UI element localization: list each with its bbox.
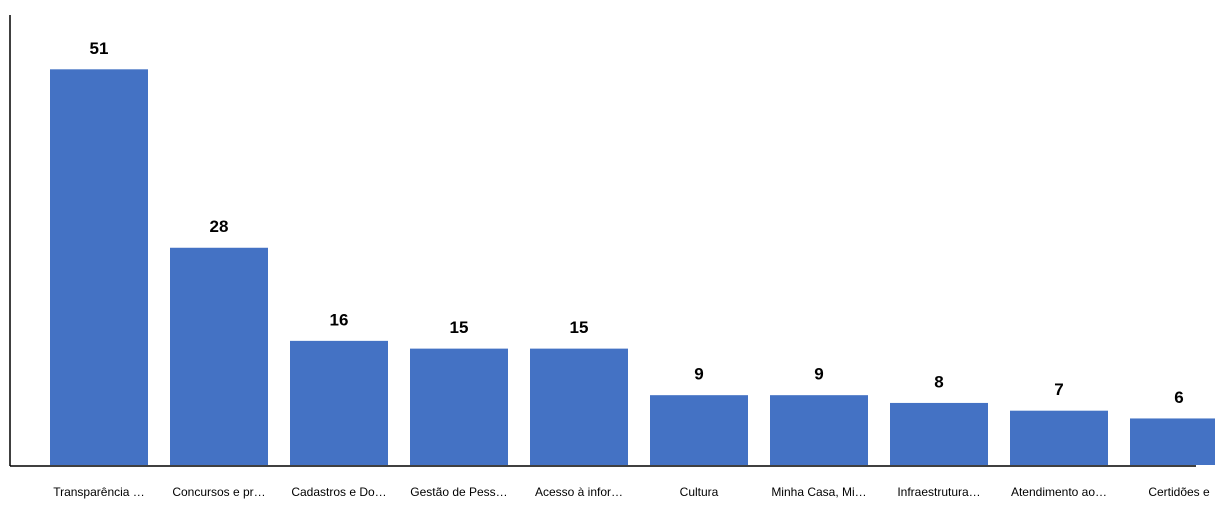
x-tick-label: Cadastros e Do… [291, 485, 386, 499]
bar [1130, 418, 1215, 465]
bar [650, 395, 748, 465]
x-tick-label: Infraestrutura… [897, 485, 980, 499]
x-tick-label: Transparência … [53, 485, 145, 499]
x-tick-label: Cultura [680, 485, 719, 499]
bar [410, 349, 508, 465]
bar [530, 349, 628, 465]
value-label: 28 [210, 217, 229, 236]
x-tick-label: Acesso à infor… [535, 485, 623, 499]
x-tick-label: Concursos e pr… [172, 485, 265, 499]
value-label: 6 [1174, 388, 1183, 407]
value-label: 15 [450, 318, 469, 337]
bar [1010, 411, 1108, 465]
bar [170, 248, 268, 465]
x-tick-label: Certidões e [1148, 485, 1210, 499]
bar [290, 341, 388, 465]
x-tick-label: Atendimento ao… [1011, 485, 1107, 499]
value-label: 16 [330, 310, 349, 329]
bar [890, 403, 988, 465]
value-label: 7 [1054, 380, 1063, 399]
bar [50, 69, 148, 465]
value-label: 9 [694, 365, 703, 384]
value-label: 9 [814, 365, 823, 384]
value-label: 8 [934, 372, 943, 391]
value-label: 51 [90, 39, 109, 58]
value-label: 15 [570, 318, 589, 337]
bar [770, 395, 868, 465]
x-tick-label: Gestão de Pess… [410, 485, 507, 499]
chart: Transparência … 51 Concursos e pr… 28 Cadast… [0, 0, 1215, 508]
x-tick-label: Minha Casa, Mi… [771, 485, 866, 499]
